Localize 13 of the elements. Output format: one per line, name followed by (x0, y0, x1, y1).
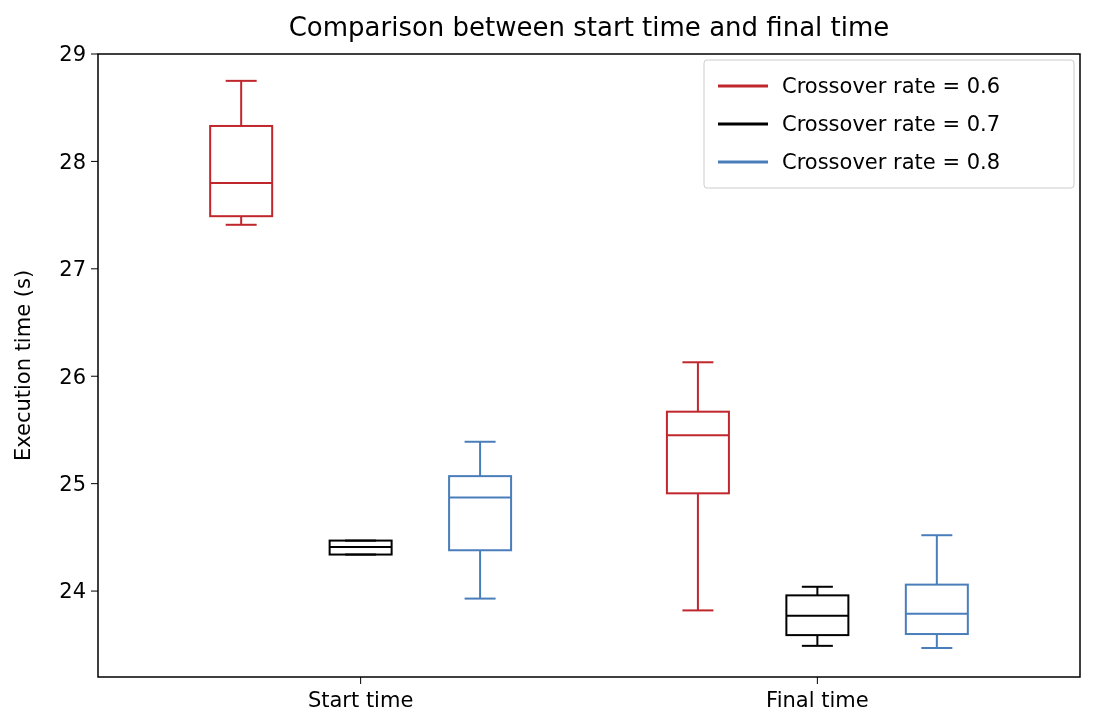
y-tick-label: 28 (59, 149, 86, 174)
chart-title: Comparison between start time and final time (288, 12, 890, 42)
legend-label: Crossover rate = 0.6 (782, 74, 1001, 99)
y-axis-title: Execution time (s) (11, 269, 35, 462)
legend-label: Crossover rate = 0.7 (782, 112, 1001, 137)
x-tick-label: Start time (307, 688, 414, 712)
x-tick-label: Final time (766, 688, 869, 712)
y-tick-label: 25 (59, 472, 86, 497)
legend-label: Crossover rate = 0.8 (782, 150, 1001, 175)
y-tick-label: 24 (59, 579, 86, 604)
y-tick-label: 29 (59, 42, 86, 67)
y-tick-label: 26 (59, 364, 86, 389)
y-tick-label: 27 (59, 257, 86, 282)
